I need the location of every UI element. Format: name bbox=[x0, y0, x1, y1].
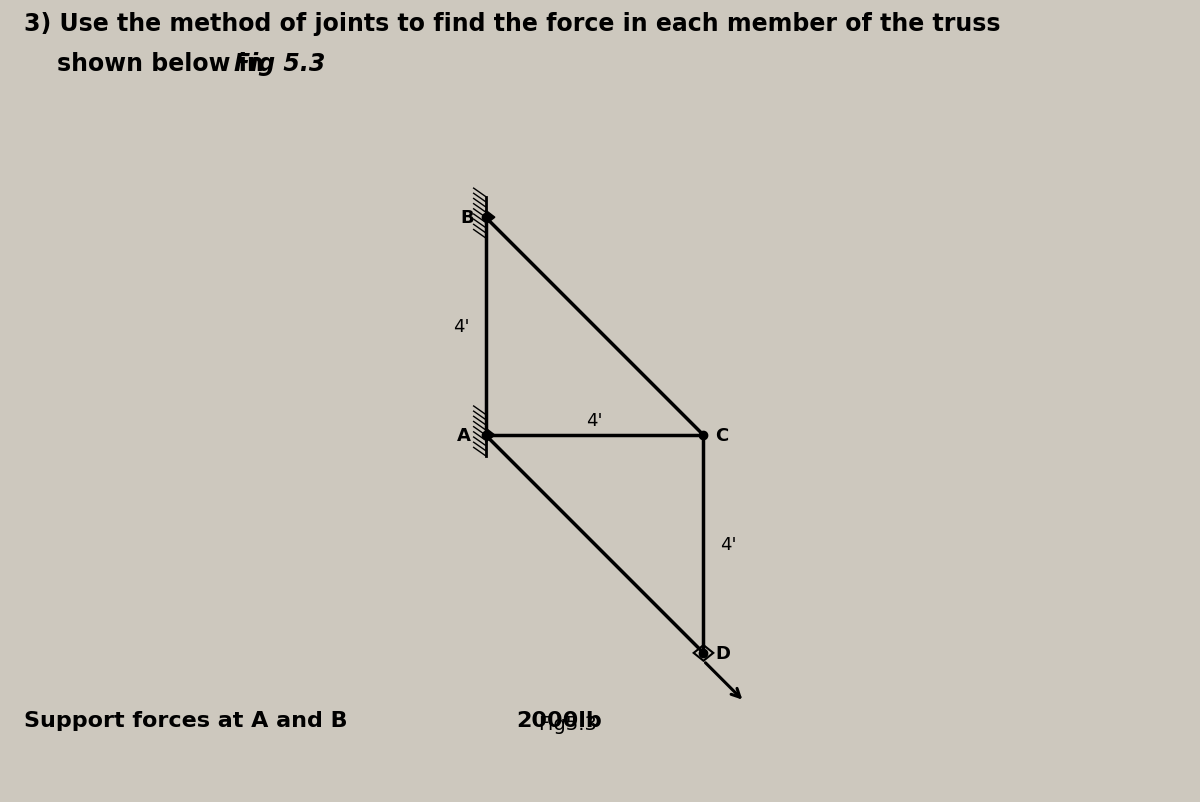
Text: B: B bbox=[460, 209, 474, 227]
Text: 4': 4' bbox=[720, 535, 737, 553]
Polygon shape bbox=[486, 211, 494, 225]
Text: D: D bbox=[715, 644, 731, 662]
Text: A: A bbox=[456, 427, 470, 444]
Text: 3) Use the method of joints to find the force in each member of the truss: 3) Use the method of joints to find the … bbox=[24, 12, 1001, 36]
Text: 4': 4' bbox=[452, 318, 469, 336]
Text: Support forces at A and B: Support forces at A and B bbox=[24, 710, 348, 730]
Text: Fig 5.3: Fig 5.3 bbox=[234, 52, 325, 76]
Text: Fig5.3: Fig5.3 bbox=[538, 715, 596, 733]
Text: 4': 4' bbox=[587, 411, 602, 429]
Polygon shape bbox=[486, 428, 494, 443]
Text: shown below in: shown below in bbox=[24, 52, 272, 76]
Text: C: C bbox=[715, 427, 728, 444]
Text: 2000lb: 2000lb bbox=[516, 710, 601, 730]
